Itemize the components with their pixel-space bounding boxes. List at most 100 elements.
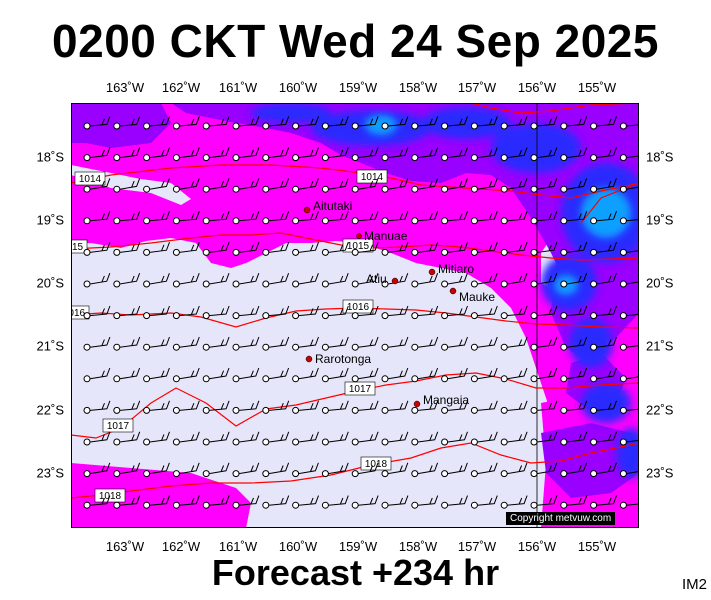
wind-barb xyxy=(351,116,379,130)
wind-barb xyxy=(202,367,230,383)
wind-barb xyxy=(560,116,588,130)
wind-barb xyxy=(172,178,200,193)
wind-barb xyxy=(83,273,111,288)
wind-barb xyxy=(381,242,409,256)
wind-barb xyxy=(500,400,528,414)
wind-barb xyxy=(143,305,170,320)
wind-barb xyxy=(143,211,170,225)
lon-label: 159˚W xyxy=(338,80,378,95)
wind-barb xyxy=(351,147,379,162)
wind-barb xyxy=(172,305,200,320)
wind-barb xyxy=(321,116,349,130)
wind-barb xyxy=(590,242,617,256)
wind-barb xyxy=(202,116,230,130)
svg-text:1018: 1018 xyxy=(365,459,388,470)
wind-barb xyxy=(172,462,200,478)
wind-barb xyxy=(113,116,141,130)
wind-barb xyxy=(381,495,409,509)
wind-barb xyxy=(202,400,230,414)
lat-label: 23˚S xyxy=(36,465,64,481)
wind-barb xyxy=(232,242,260,256)
wind-barb xyxy=(560,211,588,225)
wind-barb xyxy=(560,242,588,256)
wind-barb xyxy=(590,462,617,478)
wind-barb xyxy=(83,305,111,320)
wind-barb xyxy=(172,147,200,162)
wind-barb xyxy=(113,147,141,162)
wind-barbs xyxy=(83,116,639,509)
wind-barb xyxy=(441,211,468,225)
wind-barb xyxy=(83,242,111,256)
island-mitiaro: Mitiaro xyxy=(428,262,474,276)
svg-text:1017: 1017 xyxy=(349,384,372,395)
wind-barb xyxy=(172,400,200,414)
svg-text:1015: 1015 xyxy=(347,241,370,252)
wind-barb xyxy=(560,305,588,320)
wind-barb xyxy=(113,273,141,288)
lon-label: 161˚W xyxy=(218,539,258,554)
wind-barb xyxy=(172,116,200,130)
wind-barb xyxy=(560,336,588,351)
isobar-1014 xyxy=(71,164,639,199)
wind-barb xyxy=(560,495,588,509)
isobar-label: 1016 xyxy=(342,299,374,314)
lon-label: 160˚W xyxy=(278,539,318,554)
wind-barb xyxy=(590,367,617,383)
wind-barb xyxy=(232,400,260,414)
wind-barb xyxy=(202,305,230,320)
wind-barb xyxy=(351,400,379,414)
wind-barb xyxy=(321,462,349,478)
lon-label: 161˚W xyxy=(218,80,258,95)
wind-barb xyxy=(321,367,349,383)
lat-label: 19˚S xyxy=(646,212,674,228)
wind-barb xyxy=(500,242,528,256)
lat-label: 22˚S xyxy=(646,402,674,418)
svg-text:1016: 1016 xyxy=(347,302,370,313)
wind-barb xyxy=(470,147,498,162)
wind-barb xyxy=(590,178,617,193)
wind-barb xyxy=(292,336,319,351)
wind-barb xyxy=(560,462,588,478)
wind-barb xyxy=(470,431,498,446)
wind-barb xyxy=(202,495,230,509)
wind-barb xyxy=(351,305,379,320)
wind-barb xyxy=(143,367,170,383)
svg-text:1018: 1018 xyxy=(99,491,122,502)
wind-barb xyxy=(113,305,141,320)
wind-barb xyxy=(172,273,200,288)
island-rarotonga: Rarotonga xyxy=(305,352,371,366)
wind-barb xyxy=(262,336,290,351)
lon-label: 158˚W xyxy=(398,80,438,95)
wind-barb xyxy=(530,273,558,288)
wind-barb xyxy=(560,431,588,446)
wind-barb xyxy=(83,431,111,446)
wind-barb xyxy=(143,495,170,509)
wind-barb xyxy=(202,211,230,225)
lat-label: 21˚S xyxy=(36,338,64,354)
wind-barb xyxy=(441,367,468,383)
wind-barb xyxy=(172,367,200,383)
island-mangaia: Mangaia xyxy=(413,393,469,408)
wind-barb xyxy=(441,400,468,414)
wind-barb xyxy=(262,178,290,193)
lat-label: 20˚S xyxy=(646,275,674,291)
wind-barb xyxy=(560,147,588,162)
wind-barb xyxy=(500,367,528,383)
wind-barb xyxy=(411,116,439,130)
wind-barb xyxy=(321,495,349,509)
wind-barb xyxy=(500,305,528,320)
wind-barb xyxy=(441,336,468,351)
lon-label: 155˚W xyxy=(577,80,617,95)
wind-barb xyxy=(351,367,379,383)
wind-barb xyxy=(292,147,319,162)
lon-label: 156˚W xyxy=(517,539,557,554)
wind-barb xyxy=(500,273,528,288)
wind-barb xyxy=(232,367,260,383)
wind-barb xyxy=(441,116,468,130)
wind-barb xyxy=(441,178,468,193)
wind-barb xyxy=(530,495,558,509)
wind-barb xyxy=(470,211,498,225)
wind-barb xyxy=(143,431,170,446)
lon-label: 157˚W xyxy=(457,80,497,95)
wind-barb xyxy=(232,462,260,478)
